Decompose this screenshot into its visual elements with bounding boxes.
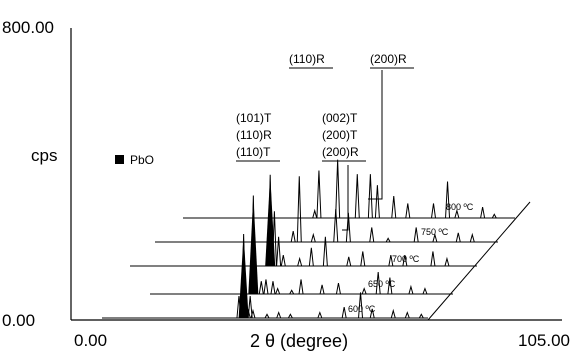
peak-annotation: (200)R xyxy=(370,52,414,69)
series-peak xyxy=(287,313,293,319)
series-temperature-label: 800 ºC xyxy=(446,202,474,212)
series-peak xyxy=(346,256,352,267)
legend-label-pbo: PbO xyxy=(130,153,154,167)
y-axis-title: cps xyxy=(31,146,57,165)
series-peak xyxy=(290,230,296,243)
series-peak xyxy=(341,306,347,319)
peak-label-text: (200)R xyxy=(322,145,359,159)
series-peak xyxy=(390,308,396,319)
peak-annotation: (101)T (110)R (110)T xyxy=(236,111,280,162)
series-peak xyxy=(432,232,438,243)
series-peak xyxy=(258,281,264,295)
series-peak xyxy=(408,284,414,295)
series-peak xyxy=(312,208,318,219)
series-peak xyxy=(263,279,269,295)
series-trace-0 xyxy=(102,234,428,319)
series-peak xyxy=(322,236,328,267)
perspective-diagonal xyxy=(427,201,531,321)
series-peak xyxy=(317,311,323,319)
leader-200R xyxy=(368,70,383,200)
series-peak xyxy=(335,282,341,295)
peak-annotation: (002)T (200)T (200)R xyxy=(322,111,366,162)
series-peak xyxy=(369,227,375,243)
series-peak xyxy=(469,232,475,243)
series-peak xyxy=(361,287,367,295)
peak-label-text: (200)T xyxy=(322,128,358,142)
series-peak xyxy=(360,251,366,267)
series-peak xyxy=(375,272,381,295)
series-peak xyxy=(276,236,282,267)
series-peak xyxy=(367,174,373,219)
peak-label-text: (110)R xyxy=(289,52,325,66)
legend-marker-pbo xyxy=(115,155,124,164)
series-peak xyxy=(391,196,397,219)
series-peak xyxy=(335,159,341,219)
series-trace-2 xyxy=(130,174,477,267)
series-peak xyxy=(431,203,436,219)
series-peak xyxy=(308,247,314,267)
series-peak xyxy=(445,181,451,219)
series-peak xyxy=(298,279,304,295)
series-peak xyxy=(413,227,419,243)
series-peak xyxy=(454,208,460,219)
peak-label-text: (002)T xyxy=(322,111,358,125)
series-peak xyxy=(250,308,256,319)
x-axis-title: 2 θ (degree) xyxy=(250,331,348,351)
series-peak xyxy=(354,174,360,219)
y-tick-max: 800.00 xyxy=(2,18,54,37)
series-peak xyxy=(402,254,408,267)
series-peak xyxy=(310,232,316,243)
series-temperature-label: 750 ºC xyxy=(421,227,449,237)
series-temperature-label: 600 ºC xyxy=(348,304,376,314)
peak-label-text: (101)T xyxy=(236,111,272,125)
series-temperature-label: 700 ºC xyxy=(392,254,420,264)
series-peak xyxy=(385,237,391,243)
series-peak xyxy=(387,277,393,295)
series-peak xyxy=(388,254,394,267)
series-trace-1 xyxy=(150,195,453,295)
series-peak xyxy=(296,176,302,243)
x-tick-max: 105.00 xyxy=(518,331,570,350)
leader-002T xyxy=(342,165,349,231)
series-trace-4 xyxy=(183,159,515,219)
series-peak xyxy=(289,289,295,295)
series-peak xyxy=(418,313,424,319)
series-peak xyxy=(358,292,364,319)
series-temperature-label: 650 ºC xyxy=(368,279,396,289)
pbo-filled-peak xyxy=(265,174,276,266)
peak-annotation: (110)R xyxy=(289,52,333,69)
series-peak xyxy=(374,185,380,219)
series-peak xyxy=(444,256,450,267)
series-peak xyxy=(430,251,436,267)
y-tick-min: 0.00 xyxy=(2,311,35,330)
series-peak xyxy=(319,284,325,295)
series-peak xyxy=(422,287,428,295)
pbo-filled-peak xyxy=(248,195,259,294)
series-peak xyxy=(455,232,461,243)
series-trace-3 xyxy=(155,176,498,243)
series-peak xyxy=(247,296,253,319)
series-peak xyxy=(270,281,276,295)
series-peak xyxy=(264,313,270,319)
series-peak xyxy=(369,308,375,319)
series-peak xyxy=(480,206,486,219)
pbo-filled-peak xyxy=(238,234,249,318)
series-peak xyxy=(275,287,281,295)
peak-label-text: (110)R xyxy=(236,128,272,142)
series-peak xyxy=(276,311,282,319)
series-peak xyxy=(280,254,286,267)
series-peak xyxy=(491,213,497,219)
peak-label-text: (200)R xyxy=(370,52,407,66)
peak-label-text: (110)T xyxy=(236,145,271,159)
series-peak xyxy=(316,170,322,219)
series-peak xyxy=(297,256,303,267)
series-peak xyxy=(405,203,411,219)
series-peak xyxy=(404,311,410,319)
x-tick-min: 0.00 xyxy=(74,331,107,350)
